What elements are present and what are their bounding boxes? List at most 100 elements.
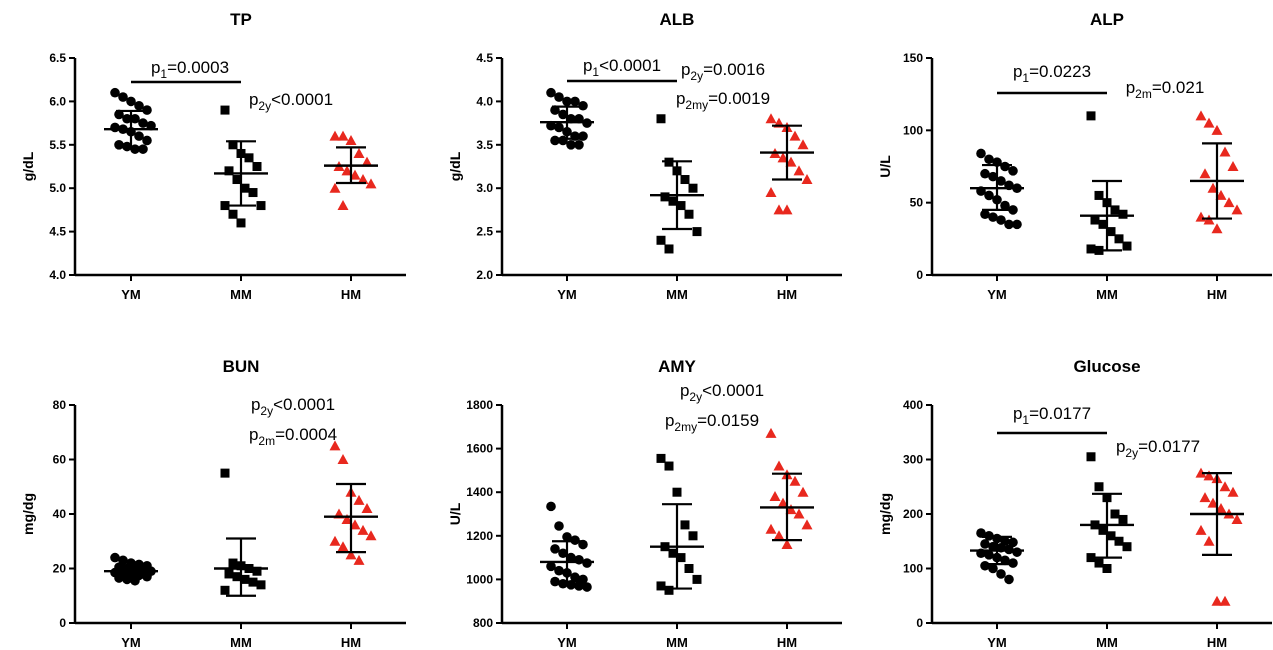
p-value-text: p — [1013, 62, 1022, 81]
data-point-ym — [546, 561, 556, 572]
p-value-text: <0.0001 — [271, 90, 333, 109]
data-point-mm — [244, 153, 254, 163]
data-point-ym — [142, 105, 152, 115]
data-point-hm — [353, 494, 365, 505]
data-point-mm — [660, 192, 670, 202]
data-point-hm — [785, 504, 797, 515]
p-value-annotation: p2y<0.0001 — [680, 381, 764, 404]
data-point-hm — [337, 541, 349, 552]
data-point-hm — [801, 174, 813, 185]
data-point-ym — [1008, 205, 1018, 215]
data-point-mm — [684, 564, 694, 573]
p-value-text: p — [583, 56, 592, 75]
p-value-subscript: 2my — [685, 98, 708, 112]
y-tick-label: 200 — [903, 507, 923, 521]
y-tick-label: 4.0 — [49, 268, 66, 282]
y-tick-label: 6.5 — [49, 51, 66, 65]
p-value-annotation: p2my=0.0019 — [676, 89, 770, 112]
data-point-mm — [1106, 227, 1116, 237]
data-point-mm — [220, 585, 230, 595]
y-tick-label: 1400 — [466, 485, 493, 499]
data-point-hm — [341, 513, 353, 524]
y-tick-label: 80 — [53, 398, 67, 412]
data-point-mm — [1090, 215, 1100, 225]
data-point-hm — [1219, 595, 1231, 606]
data-point-ym — [138, 144, 148, 154]
x-tick-label: HM — [1207, 635, 1227, 650]
p-value-subscript: 1 — [592, 65, 599, 79]
x-tick-label: HM — [1207, 287, 1227, 302]
data-point-ym — [142, 571, 152, 582]
x-tick-label: HM — [777, 635, 797, 650]
data-point-hm — [1223, 197, 1235, 208]
data-point-ym — [996, 215, 1006, 225]
data-point-mm — [1114, 536, 1124, 546]
p-value-text: p — [680, 381, 689, 400]
p-value-annotation: p2m=0.0004 — [249, 425, 337, 448]
data-point-mm — [256, 201, 266, 211]
data-point-mm — [672, 487, 682, 497]
data-point-ym — [574, 581, 584, 591]
y-tick-label: 4.5 — [476, 51, 493, 65]
y-tick-label: 20 — [53, 562, 67, 576]
data-point-ym — [142, 135, 152, 146]
data-point-mm — [224, 166, 234, 176]
y-tick-label: 800 — [473, 616, 493, 630]
data-point-ym — [558, 109, 568, 120]
p-value-text: p — [151, 58, 160, 77]
y-tick-label: 100 — [903, 123, 923, 137]
p-value-text: =0.0004 — [275, 425, 337, 444]
x-tick-label: YM — [557, 287, 577, 302]
data-point-hm — [337, 130, 349, 141]
y-axis-label: U/L — [877, 155, 893, 178]
data-point-hm — [337, 454, 349, 464]
y-tick-label: 100 — [903, 562, 923, 576]
data-point-ym — [110, 552, 120, 563]
data-point-ym — [562, 532, 572, 542]
data-point-hm — [345, 134, 357, 145]
y-tick-label: 50 — [910, 196, 924, 210]
p-value-subscript: 2y — [258, 99, 271, 113]
p-value-text: p — [1126, 78, 1135, 97]
data-point-ym — [570, 96, 580, 107]
data-point-mm — [1114, 234, 1124, 244]
data-point-ym — [550, 544, 560, 554]
chart-title: ALB — [660, 10, 695, 29]
data-point-hm — [765, 113, 777, 124]
y-tick-label: 0 — [916, 616, 923, 630]
p-value-subscript: 2y — [1125, 446, 1138, 460]
data-point-mm — [1106, 531, 1116, 541]
data-point-mm — [1110, 205, 1120, 215]
data-point-mm — [228, 558, 238, 568]
data-point-hm — [345, 549, 357, 560]
data-point-ym — [1000, 555, 1010, 566]
p-value-subscript: 1 — [1022, 413, 1029, 427]
data-point-hm — [1207, 182, 1219, 193]
data-point-mm — [228, 209, 238, 219]
data-point-mm — [688, 183, 698, 193]
data-point-mm — [656, 235, 666, 245]
data-point-ym — [1004, 219, 1014, 230]
data-point-hm — [1195, 467, 1207, 478]
p-value-text: <0.0001 — [273, 395, 335, 414]
data-point-hm — [1211, 223, 1223, 234]
data-point-ym — [554, 122, 564, 133]
data-point-mm — [656, 453, 666, 463]
data-point-ym — [110, 87, 120, 98]
p-value-text: <0.0001 — [702, 381, 764, 400]
data-point-hm — [785, 156, 797, 167]
data-point-hm — [365, 178, 377, 189]
data-point-hm — [789, 130, 801, 141]
data-point-mm — [664, 244, 674, 254]
data-point-mm — [1086, 553, 1096, 563]
data-point-hm — [1219, 481, 1231, 492]
data-point-hm — [357, 524, 369, 535]
data-point-hm — [1199, 492, 1211, 503]
chart-panel-tp: TPg/dL4.04.55.05.56.06.5YM MM HMp1=0.0003p… — [20, 10, 406, 302]
data-point-ym — [988, 171, 998, 182]
data-point-hm — [1227, 486, 1239, 497]
data-point-hm — [769, 491, 781, 502]
